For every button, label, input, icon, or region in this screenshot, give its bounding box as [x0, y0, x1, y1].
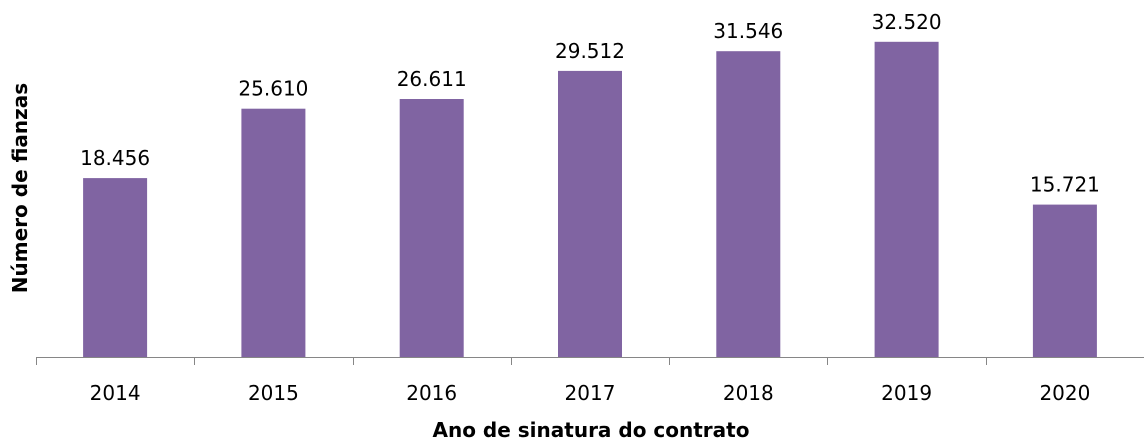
bar-value-label-2015: 25.610 [238, 77, 308, 101]
bar-2020 [1032, 204, 1097, 357]
bar-value-label-2014: 18.456 [80, 146, 150, 170]
bar-value-label-2017: 29.512 [555, 39, 625, 63]
bar-value-label-2016: 26.611 [397, 67, 467, 91]
value-labels-group: 18.456 25.610 26.611 29.512 31.546 32.520 15.7… [80, 10, 1100, 197]
x-tick-label-2019: 2019 [881, 381, 932, 405]
bar-value-label-2019: 32.520 [872, 10, 942, 34]
bar-2017 [558, 70, 622, 358]
x-axis-ticks [36, 357, 987, 365]
x-tick-label-2020: 2020 [1039, 381, 1090, 405]
bar-2016 [399, 99, 464, 357]
x-tick-label-2015: 2015 [248, 381, 299, 405]
bar-value-label-2020: 15.721 [1030, 173, 1100, 197]
bar-2019 [874, 41, 939, 358]
bars-group [83, 41, 1097, 358]
bar-2015 [241, 108, 306, 357]
bar-value-label-2018: 31.546 [713, 19, 783, 43]
x-tick-label-2017: 2017 [565, 381, 616, 405]
bar-2014 [83, 178, 148, 357]
x-axis-title: Ano de sinatura do contrato [433, 418, 750, 442]
y-axis-title: Número de fianzas [8, 83, 32, 293]
x-tick-label-2018: 2018 [723, 381, 774, 405]
x-tick-label-2014: 2014 [90, 381, 141, 405]
x-tick-label-2016: 2016 [406, 381, 457, 405]
bar-2018 [716, 51, 781, 357]
x-tick-labels-group: 2014 2015 2016 2017 2018 2019 2020 [90, 381, 1091, 405]
